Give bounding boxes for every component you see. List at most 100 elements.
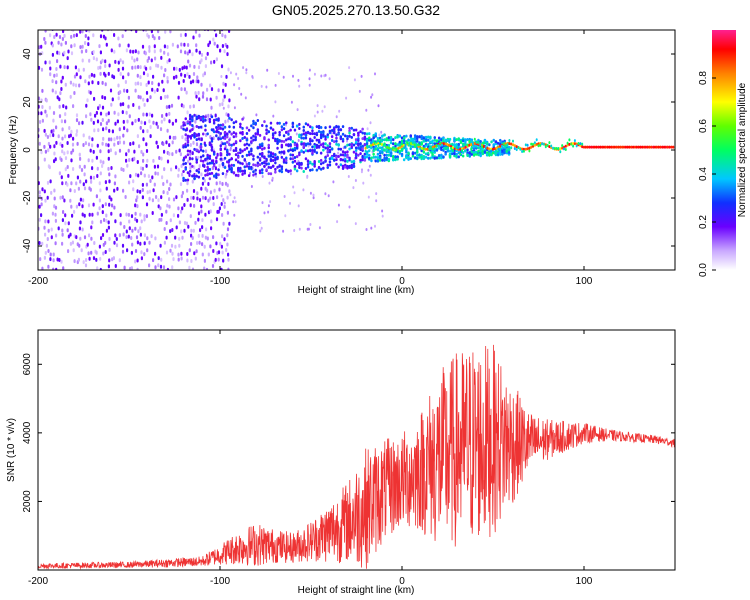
spectrogram-cell [195, 115, 198, 119]
spectrogram-cell [149, 134, 152, 139]
spectrogram-cell [201, 242, 204, 247]
spectrogram-cell [446, 138, 449, 142]
spectrogram-cell [485, 153, 489, 157]
spectrogram-cell [661, 145, 664, 149]
spectrogram-cell [157, 198, 160, 203]
spectrogram-cell [222, 98, 225, 103]
spectrogram-cell [113, 49, 116, 54]
spectrogram-cell [405, 150, 408, 154]
spectrogram-cell [230, 132, 233, 136]
spectrogram-cell [61, 228, 64, 233]
spectrogram-cell [215, 217, 219, 222]
spectrogram-cell [201, 233, 204, 238]
spectrogram-cell [619, 145, 622, 149]
spectrogram-cell [146, 158, 149, 163]
spectrogram-cell [182, 170, 185, 173]
spectrogram-cell [145, 163, 148, 168]
spectrogram-cell [481, 152, 485, 156]
spectrogram-cell [285, 158, 288, 162]
spectrogram-cell [422, 150, 425, 154]
spectrogram-cell [154, 236, 157, 241]
spectrogram-cell [521, 150, 524, 153]
spectrogram-cell [579, 142, 582, 146]
spectrogram-cell [226, 169, 229, 173]
spectrogram-cell [295, 132, 298, 136]
spectrogram-cell [175, 74, 178, 79]
spectrogram-cell [653, 145, 657, 149]
spectrogram-cell [570, 142, 573, 146]
spectrogram-cell [206, 87, 209, 92]
spectrogram-cell [376, 136, 380, 140]
spectrogram-cell [199, 159, 203, 163]
spectrogram-cell [528, 146, 531, 150]
spectrogram-cell [204, 115, 207, 119]
spectrogram-cell [83, 164, 86, 169]
spectrogram-cell [298, 127, 301, 130]
spectrogram-cell [383, 138, 386, 142]
spectrogram-cell [41, 187, 44, 192]
spectrogram-cell [265, 128, 268, 132]
spectrogram-cell [78, 83, 81, 88]
x-tick-label: 100 [576, 576, 593, 587]
spectrogram-cell [40, 67, 44, 72]
spectrogram-cell [230, 157, 233, 161]
spectrogram-cell [437, 156, 441, 160]
spectrogram-cell [269, 151, 273, 155]
spectrogram-cell [207, 43, 210, 48]
spectrogram-cell [336, 220, 339, 224]
spectrogram-cell [455, 146, 458, 150]
spectrogram-cell [617, 145, 620, 149]
spectrogram-cell [186, 139, 190, 143]
spectrogram-cell [68, 134, 71, 139]
spectrogram-cell [252, 138, 255, 142]
spectrogram-cell [197, 175, 201, 179]
spectrogram-cell [324, 159, 327, 163]
spectrogram-cell [61, 136, 64, 141]
spectrogram-cell [272, 114, 275, 118]
spectrogram-cell [87, 81, 90, 86]
spectrogram-cell [152, 158, 155, 163]
spectrogram-cell [224, 25, 226, 29]
spectrogram-cell [227, 67, 230, 72]
spectrogram-cell [197, 137, 201, 141]
spectrogram-cell [357, 131, 360, 135]
spectrogram-cell [165, 250, 169, 255]
spectrogram-cell [64, 156, 68, 161]
spectrogram-cell [166, 179, 169, 184]
spectrogram-cell [148, 240, 151, 245]
spectrogram-cell [38, 190, 41, 195]
spectrogram-cell [256, 146, 260, 150]
spectrogram-cell [217, 250, 221, 255]
spectrogram-cell [209, 209, 212, 214]
spectrogram-cell [128, 219, 131, 224]
spectrogram-cell [282, 75, 285, 79]
spectrogram-cell [254, 138, 257, 142]
spectrogram-cell [383, 158, 386, 162]
y-tick-label: 0 [22, 147, 33, 153]
spectrogram-cell [298, 122, 301, 126]
spectrogram-cell [241, 154, 244, 158]
spectrogram-cell [113, 25, 115, 29]
spectrogram-cell [103, 96, 107, 100]
spectrogram-cell [136, 57, 139, 62]
spectrogram-cell [125, 229, 128, 234]
spectrogram-cell [198, 240, 201, 245]
spectrogram-cell [348, 165, 351, 169]
spectrogram-cell [200, 52, 204, 57]
spectrogram-cell [178, 243, 181, 248]
spectrogram-cell [280, 128, 284, 132]
spectrogram-cell [50, 129, 53, 134]
spectrogram-cell [156, 144, 159, 149]
spectrogram-cell [584, 145, 587, 149]
spectrogram-cell [96, 166, 99, 171]
spectrogram-cell [317, 145, 321, 149]
spectrogram-cell [277, 72, 280, 75]
spectrogram-cell [263, 165, 266, 168]
spectrogram-cell [413, 156, 417, 160]
spectrogram-cell [108, 179, 111, 184]
spectrogram-cell [444, 142, 447, 146]
spectrogram-cell [245, 68, 248, 72]
spectrogram-cell [205, 227, 208, 232]
spectrogram-cell [168, 135, 172, 140]
spectrogram-cell [197, 211, 201, 216]
